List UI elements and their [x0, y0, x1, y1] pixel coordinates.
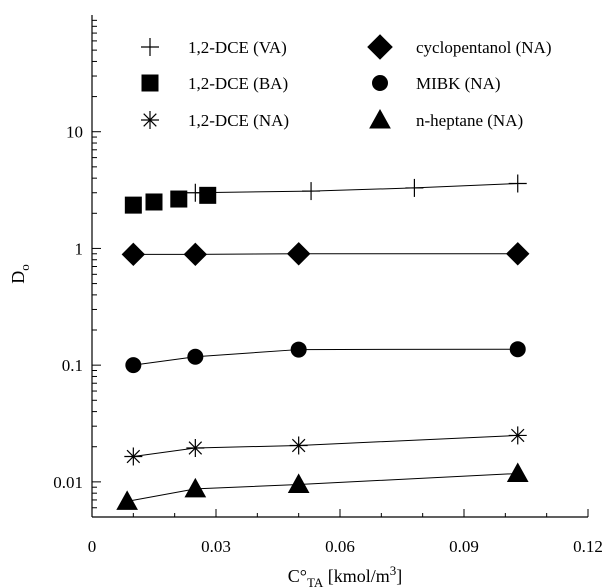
- data-point-s1-2: [170, 190, 188, 208]
- y-tick-label: 0.1: [62, 356, 83, 375]
- x-tick-label: 0.09: [449, 537, 479, 556]
- data-point-s2-2-d: [291, 438, 306, 453]
- data-point-s3-1: [183, 242, 208, 267]
- series-marks: [116, 174, 530, 510]
- data-point-s2-0-d: [126, 449, 141, 464]
- data-point-s4-3: [509, 341, 526, 358]
- data-point-s2-3-d: [511, 428, 525, 443]
- series-line-0: [195, 183, 518, 194]
- legend-label-1: 1,2-DCE (BA): [188, 74, 288, 93]
- data-point-s2-3: [508, 426, 527, 445]
- legend-label-5: n-heptane (NA): [416, 111, 523, 130]
- data-point-s5-3: [506, 462, 529, 482]
- y-tick-label: 10: [66, 123, 83, 142]
- legend-marker-2: [141, 111, 159, 129]
- data-point-s2-1-d: [188, 441, 203, 455]
- data-point-s4-0: [125, 357, 142, 374]
- legend-label-3: cyclopentanol (NA): [416, 38, 551, 57]
- data-point-s0-2: [405, 178, 424, 197]
- x-tick-label: 0.03: [201, 537, 231, 556]
- data-point-s4-1: [187, 348, 204, 365]
- series-line-2: [133, 434, 518, 457]
- x-tick-label: 0.12: [573, 537, 603, 556]
- series-lines: [127, 183, 518, 502]
- x-tick-label: 0: [88, 537, 97, 556]
- data-point-s3-0: [121, 242, 146, 267]
- data-point-s5-0: [116, 490, 138, 510]
- legend-marker-3: [367, 34, 393, 60]
- data-point-s3-3: [506, 242, 530, 266]
- data-point-s1-0: [124, 196, 142, 214]
- series-line-5: [127, 472, 518, 502]
- y-tick-label: 0.01: [53, 473, 83, 492]
- data-point-s2-0: [124, 447, 143, 466]
- data-point-s3-2: [286, 242, 311, 266]
- data-point-s5-1: [184, 477, 207, 498]
- legend-marker-5: [369, 108, 391, 129]
- legend-label-0: 1,2-DCE (VA): [188, 38, 287, 57]
- legend-marker-4: [372, 75, 388, 91]
- axes: 0 0.03 0.06 0.09 0.12 0.01 0.1 1 10: [53, 15, 603, 556]
- legend-label-2: 1,2-DCE (NA): [188, 111, 289, 130]
- x-axis-label: C°TA [kmol/m3]: [288, 563, 403, 587]
- data-point-s0-3: [508, 174, 527, 193]
- data-point-s2-1: [186, 439, 205, 458]
- data-point-s5-2: [287, 473, 310, 493]
- data-point-s0-1: [302, 182, 321, 201]
- y-tick-label: 1: [75, 239, 84, 258]
- legend-marker-2-d: [143, 113, 157, 127]
- legend: 1,2-DCE (VA) 1,2-DCE (BA) 1,2-DCE (NA) cycl…: [141, 34, 551, 130]
- legend-marker-1: [141, 74, 159, 92]
- legend-marker-0: [141, 38, 159, 56]
- series-line-3: [133, 253, 518, 255]
- data-point-s4-2: [290, 341, 307, 358]
- x-tick-label: 0.06: [325, 537, 355, 556]
- y-axis-label: Do: [8, 264, 32, 284]
- series-line-4: [133, 348, 518, 366]
- legend-label-4: MIBK (NA): [416, 74, 501, 93]
- data-point-s2-2: [289, 436, 308, 455]
- data-point-s1-1: [145, 193, 163, 211]
- data-point-s1-3: [199, 186, 217, 204]
